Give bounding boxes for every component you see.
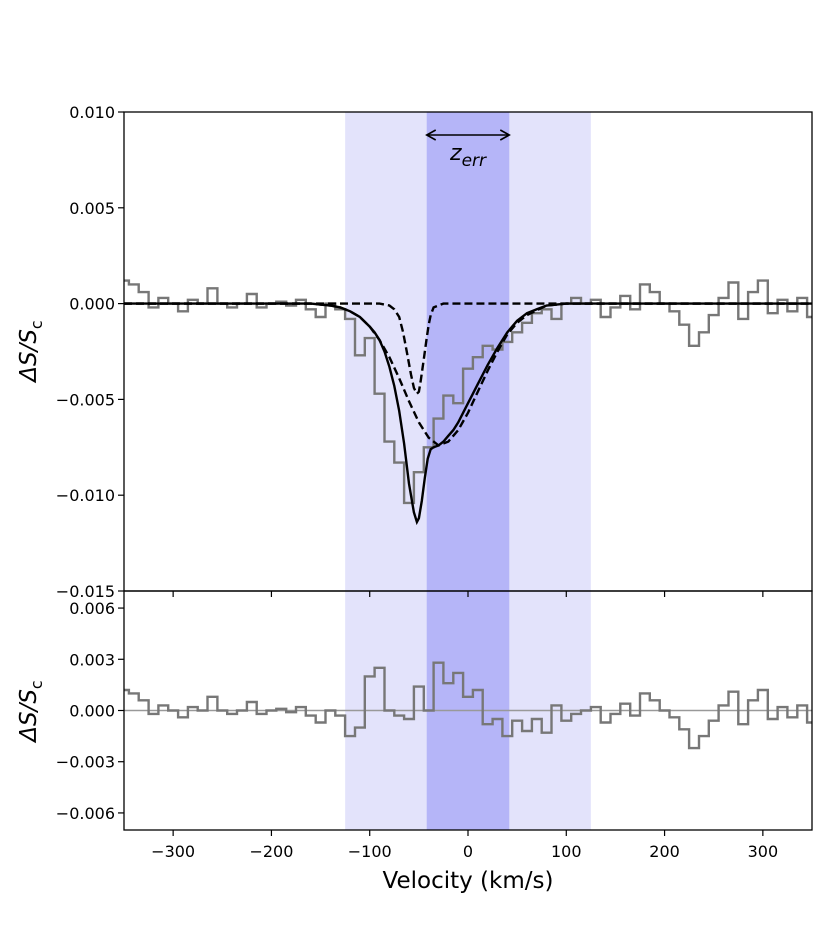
bottom-y-axis-title-subscript: c <box>27 680 46 689</box>
bottom-y-tick-label: 0.006 <box>69 599 115 618</box>
x-axis-title: Velocity (km/s) <box>383 868 554 894</box>
top-y-tick-label: 0.005 <box>69 199 115 218</box>
bottom-y-axis-title: ΔS/Sc <box>16 680 46 743</box>
top-y-axis-title-main: ΔS/S <box>16 329 42 384</box>
x-axis: −300 −200 −100 0 100 200 300 <box>151 842 778 861</box>
residual-spectrum <box>124 661 812 750</box>
z-err-label: zerr <box>449 141 487 171</box>
z-err-symbol: z <box>449 141 462 166</box>
x-tick-label: 0 <box>463 842 473 861</box>
arrowhead-right <box>499 129 511 141</box>
shaded-region-1 <box>426 112 510 830</box>
total-fit-line <box>124 302 812 526</box>
bottom-y-tick-label: −0.006 <box>56 804 115 823</box>
x-tick-label: 100 <box>551 842 582 861</box>
top-y-tick-label: −0.005 <box>56 390 115 409</box>
top-data-spectrum <box>124 279 812 505</box>
z-err-subscript: err <box>462 151 487 171</box>
top-y-axis-title-subscript: c <box>27 320 46 329</box>
z-err-annotation: zerr <box>425 129 511 171</box>
bottom-y-tick-label: 0.000 <box>69 702 115 721</box>
arrowhead-left <box>425 129 437 141</box>
x-tick-label: 200 <box>649 842 680 861</box>
x-tick-label: −200 <box>249 842 293 861</box>
x-tick-label: −300 <box>151 842 195 861</box>
top-y-tick-label: −0.010 <box>56 486 115 505</box>
x-tick-label: −100 <box>348 842 392 861</box>
top-y-tick-label: −0.015 <box>56 582 115 601</box>
bottom-y-tick-label: −0.003 <box>56 753 115 772</box>
shaded-regions <box>345 112 591 830</box>
bottom-panel: 0.006 0.003 0.000 −0.003 −0.006 <box>56 590 813 836</box>
top-y-axis-title: ΔS/Sc <box>16 320 46 383</box>
top-y-tick-label: 0.010 <box>69 103 115 122</box>
top-panel: 0.010 0.005 0.000 −0.005 −0.010 −0.015 <box>56 103 813 601</box>
component-fit-line-3 <box>124 302 812 447</box>
bottom-y-tick-label: 0.003 <box>69 650 115 669</box>
bottom-y-axis-title-main: ΔS/S <box>16 689 42 744</box>
x-tick-label: 300 <box>748 842 779 861</box>
component-fit-line-2 <box>124 302 812 396</box>
top-y-tick-label: 0.000 <box>69 295 115 314</box>
